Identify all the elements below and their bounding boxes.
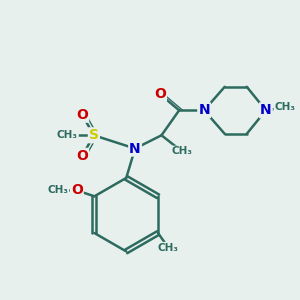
Text: CH₃: CH₃ (57, 130, 78, 140)
Text: O: O (76, 108, 88, 122)
Text: O: O (76, 149, 88, 163)
Text: CH₃: CH₃ (172, 146, 193, 157)
Text: N: N (260, 103, 272, 117)
Text: O: O (154, 87, 166, 101)
Text: CH₃: CH₃ (47, 185, 68, 195)
Text: CH₃: CH₃ (274, 102, 296, 112)
Text: S: S (89, 128, 99, 142)
Text: N: N (198, 103, 210, 117)
Text: O: O (71, 183, 83, 197)
Text: N: N (129, 142, 141, 155)
Text: CH₃: CH₃ (158, 243, 179, 253)
